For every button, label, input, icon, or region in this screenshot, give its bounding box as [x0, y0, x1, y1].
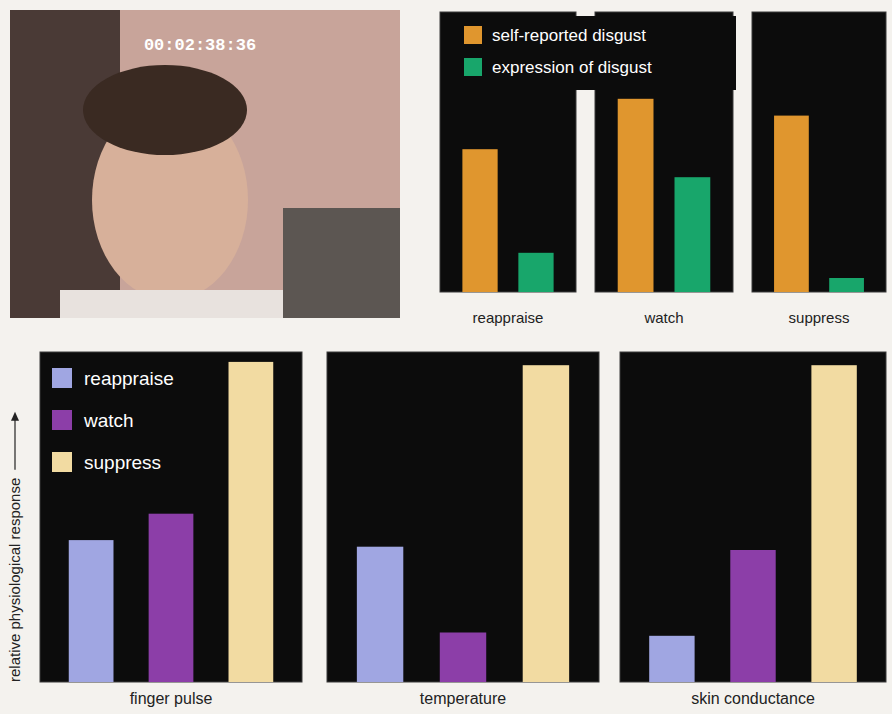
photo-timestamp: 00:02:38:36 [144, 36, 256, 55]
chart-0: reappraise watch suppress self-reported dis… [440, 12, 886, 326]
legend: reappraise watch suppress [52, 368, 174, 473]
bar [149, 514, 194, 682]
category-label: suppress [789, 309, 850, 326]
chart-1: finger pulse temperature skin conductance r… [40, 352, 886, 707]
legend-swatch [464, 26, 482, 44]
bars [357, 365, 569, 682]
bars [69, 362, 273, 682]
arrow-shaft [14, 415, 15, 470]
panel: temperature [327, 352, 599, 707]
panel-frame [752, 12, 886, 292]
panel-frame [620, 352, 886, 682]
panel-frame [40, 352, 302, 682]
bar [811, 365, 856, 682]
category-label: watch [643, 309, 683, 326]
legend-swatch [52, 368, 72, 388]
bars [774, 116, 864, 292]
panel-frame [327, 352, 599, 682]
bars [618, 99, 711, 292]
bars [649, 365, 857, 682]
bar [229, 362, 274, 682]
legend-label: reappraise [84, 368, 174, 389]
category-label: reappraise [473, 309, 544, 326]
photo-frame [10, 10, 400, 318]
photo-screen [283, 208, 400, 318]
category-label: temperature [420, 690, 506, 707]
bar [730, 550, 775, 682]
y-axis-title: relative physiological response [6, 478, 23, 682]
panel: suppress [752, 12, 886, 326]
bar [618, 99, 654, 292]
bar [829, 278, 864, 292]
bar [518, 253, 553, 292]
legend-label: expression of disgust [492, 58, 652, 77]
photo: 00:02:38:36 [10, 10, 400, 318]
bar [774, 116, 809, 292]
arrow-head [11, 412, 19, 421]
bar [69, 540, 114, 682]
panel: finger pulse [40, 352, 302, 707]
legend-label: watch [83, 410, 134, 431]
bar [523, 365, 569, 682]
bar [462, 149, 497, 292]
bar [440, 633, 486, 683]
photo-hair [83, 65, 247, 155]
y-axis-arrow [11, 412, 19, 470]
panel: skin conductance [620, 352, 886, 707]
bar [675, 177, 711, 292]
photo-shirt [60, 290, 290, 318]
figure: 00:02:38:36 reappraise watch suppress self-r… [0, 0, 892, 714]
legend-box [452, 16, 736, 90]
legend-swatch [52, 410, 72, 430]
legend: self-reported disgust expression of disgu… [452, 16, 736, 90]
category-label: finger pulse [130, 690, 213, 707]
legend-swatch [52, 452, 72, 472]
legend-swatch [464, 58, 482, 76]
bar [357, 547, 403, 682]
legend-label: self-reported disgust [492, 26, 646, 45]
bars [462, 149, 553, 292]
category-label: skin conductance [691, 690, 815, 707]
legend-label: suppress [84, 452, 161, 473]
bar [649, 636, 694, 682]
